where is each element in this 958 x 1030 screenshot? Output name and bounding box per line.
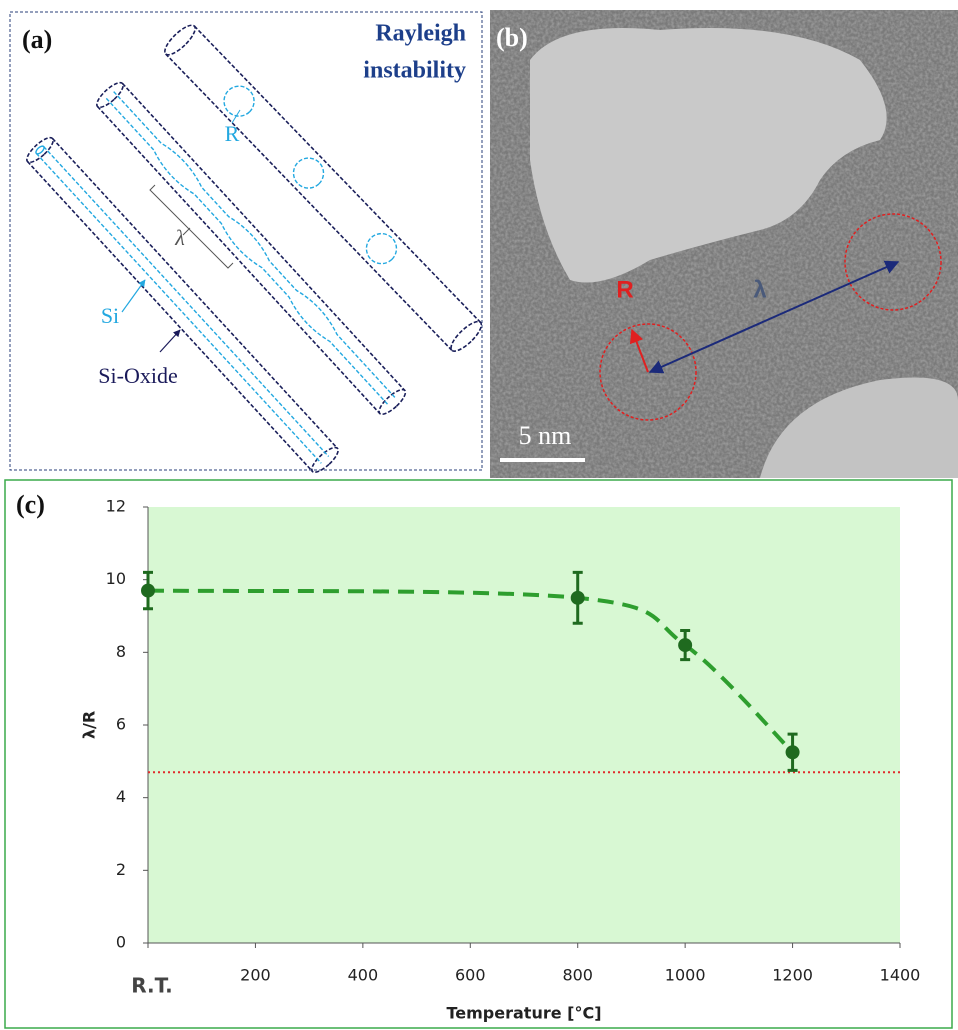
hole — [760, 377, 958, 478]
x-tick-label: 200 — [240, 966, 271, 985]
arrow — [159, 329, 181, 353]
data-point — [785, 745, 800, 760]
title: instability — [363, 58, 466, 84]
panel-border — [9, 11, 483, 471]
x-tick-label: 600 — [455, 966, 486, 985]
x-tick-label: 400 — [348, 966, 379, 985]
x-tick-label: 800 — [562, 966, 593, 985]
plot-area — [148, 507, 900, 943]
arrow — [121, 279, 146, 313]
x-tick-label: 1200 — [772, 966, 813, 985]
cylinder — [96, 81, 407, 416]
label: λ — [753, 276, 766, 303]
label: Si-Oxide — [98, 363, 177, 388]
y-axis-title: λ/R — [80, 711, 99, 739]
x-axis-title: Temperature [°C] — [446, 1004, 601, 1023]
data-point — [570, 590, 585, 605]
panel-b: (b) R λ 5 nm — [490, 10, 958, 478]
panel-label: (c) — [16, 490, 45, 519]
y-tick-label: 6 — [116, 715, 126, 734]
leader — [231, 109, 241, 124]
lambda-arrow — [648, 260, 900, 374]
trend-line — [147, 588, 794, 754]
r-arrow — [629, 328, 649, 373]
label: R — [225, 121, 240, 146]
hole — [530, 28, 887, 283]
x-tick-label: 1400 — [880, 966, 921, 985]
panel-label: (b) — [496, 23, 528, 52]
panel-c: (c) Temperature [°C] λ/R 0 2 4 6 8 10 12 R.T. 20… — [4, 479, 953, 1029]
scale-label: 5 nm — [519, 421, 572, 450]
y-tick-label: 0 — [116, 933, 126, 952]
label: R — [616, 276, 633, 303]
y-tick-label: 10 — [106, 569, 126, 588]
y-tick-label: 4 — [116, 787, 126, 806]
label: λ — [174, 225, 185, 250]
x-tick-label: 1000 — [665, 966, 706, 985]
data-point — [678, 638, 693, 653]
data-point — [141, 583, 155, 598]
y-tick-label: 12 — [106, 497, 126, 516]
title: Rayleigh — [375, 21, 466, 47]
y-tick-label: 2 — [116, 860, 126, 879]
panel-a: (a) Rayleigh instability R λ Si Si-Oxide — [9, 11, 483, 474]
panel-label: (a) — [22, 25, 52, 54]
x-tick-label: R.T. — [131, 974, 173, 998]
lambda-bracket — [149, 184, 234, 269]
y-tick-label: 8 — [116, 642, 126, 661]
label: Si — [101, 303, 119, 328]
